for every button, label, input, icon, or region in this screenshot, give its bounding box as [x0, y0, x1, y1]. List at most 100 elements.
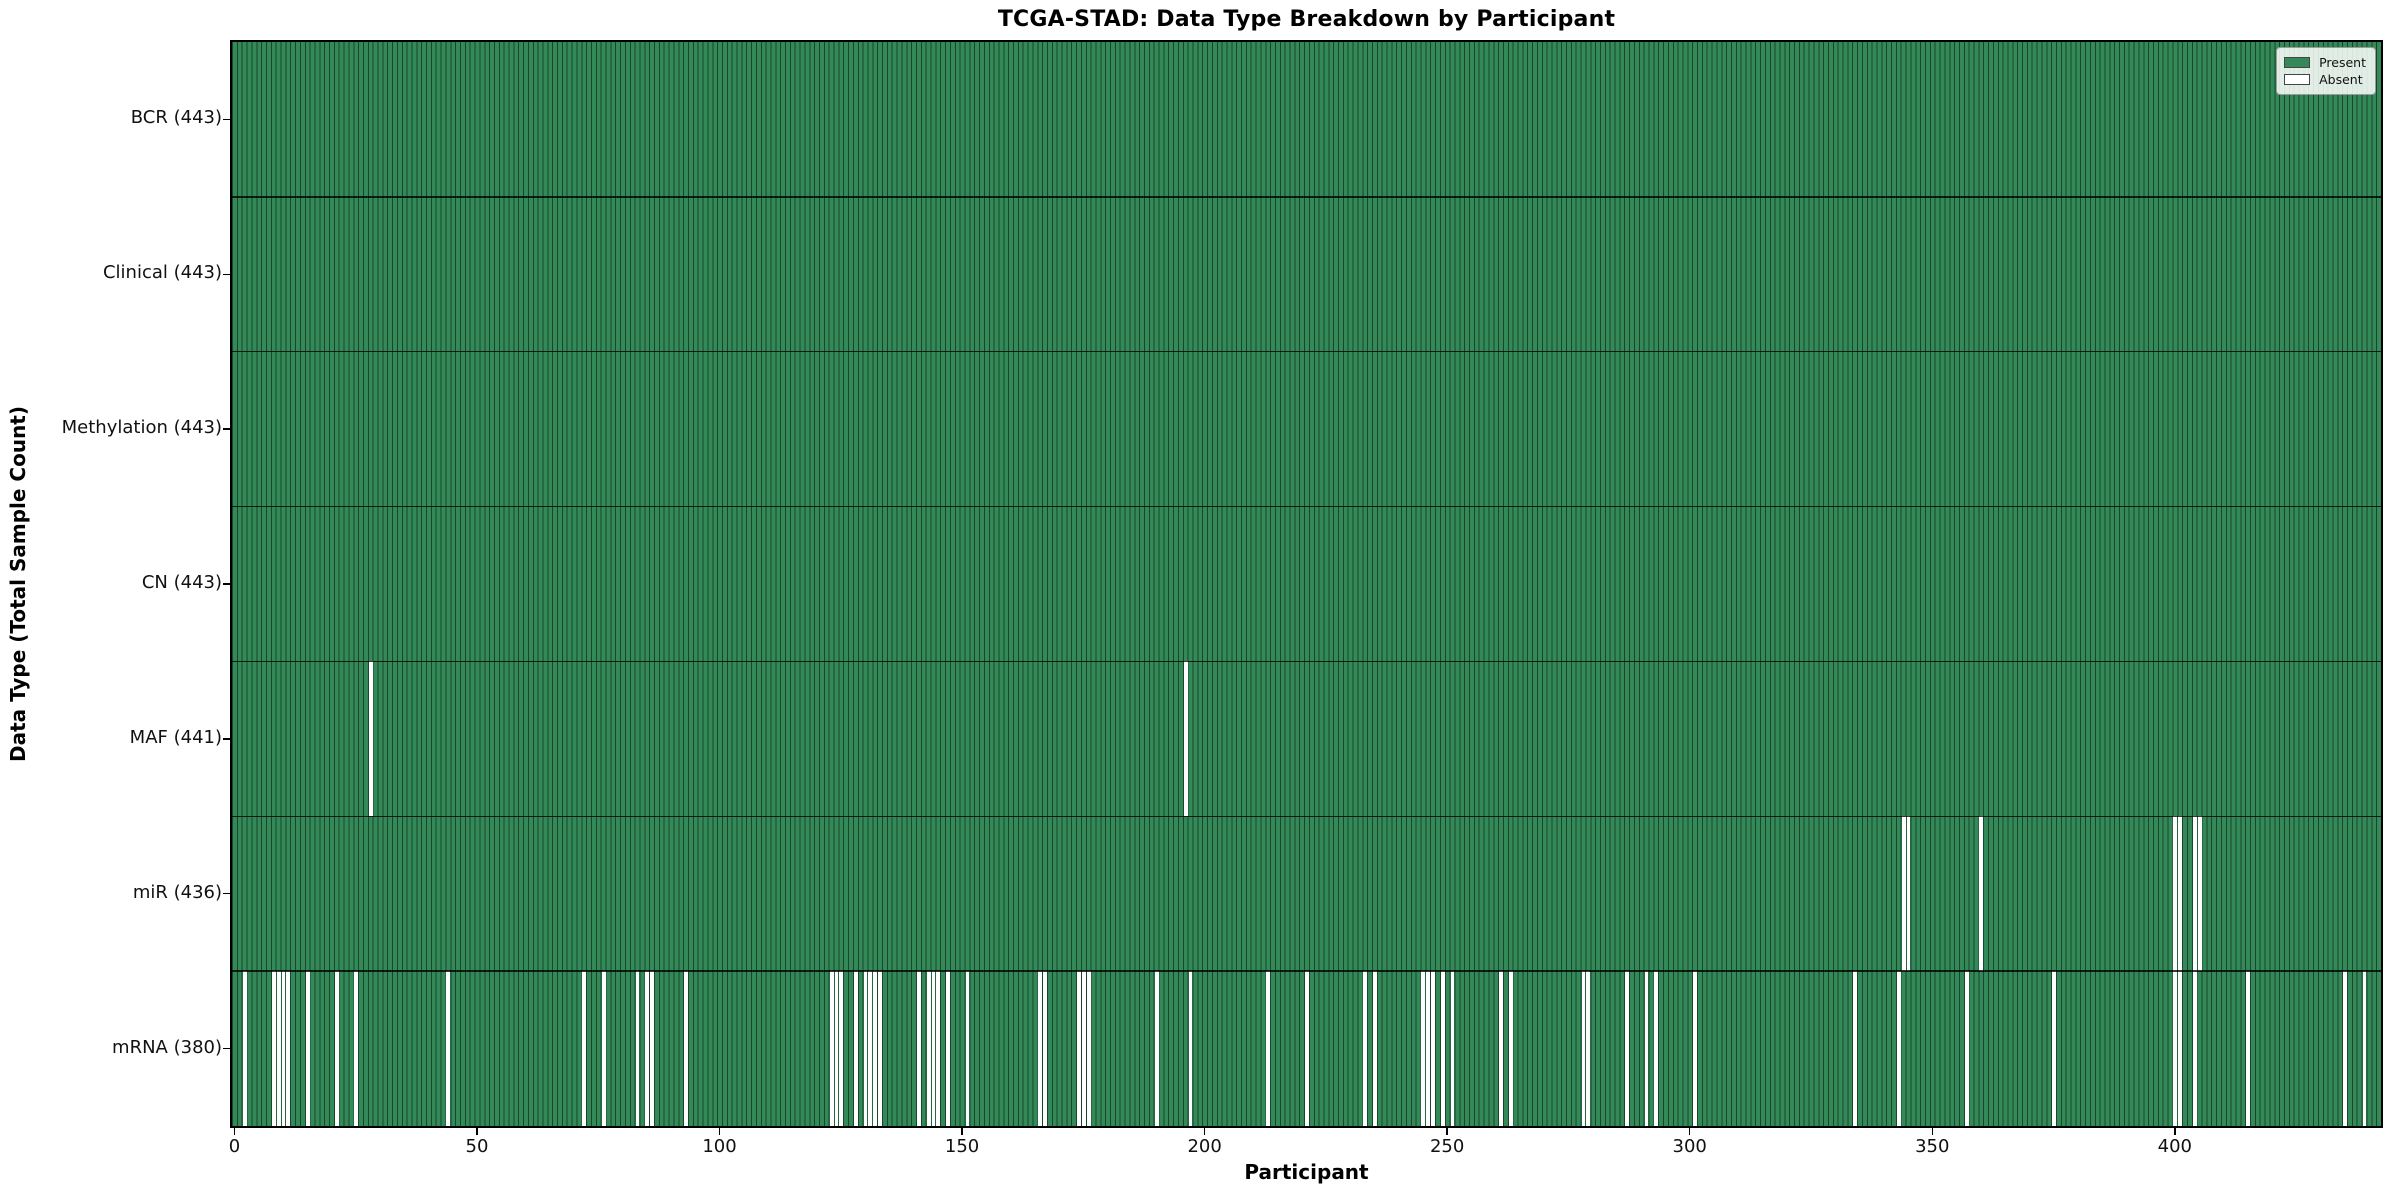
absent-bar-mRNA-235	[1372, 971, 1377, 1126]
absent-bar-mRNA-249	[1440, 971, 1445, 1126]
absent-bar-mRNA-130	[863, 971, 868, 1126]
absent-bar-mRNA-44	[446, 971, 451, 1126]
x-tick-label: 200	[1187, 1136, 1222, 1157]
absent-bar-mRNA-400	[2173, 971, 2178, 1126]
absent-bar-mRNA-279	[1586, 971, 1591, 1126]
y-tick-mark	[223, 428, 230, 430]
absent-bar-mRNA-287	[1625, 971, 1630, 1126]
y-tick-label-CN: CN (443)	[141, 572, 222, 593]
absent-bar-mRNA-2	[242, 971, 247, 1126]
absent-bar-miR-400	[2173, 816, 2178, 972]
absent-bar-mRNA-123	[829, 971, 834, 1126]
x-tick-mark	[1446, 1128, 1448, 1135]
y-tick-label-miR: miR (436)	[132, 881, 222, 903]
absent-bar-miR-345	[1906, 816, 1911, 972]
x-tick-mark	[1931, 1128, 1934, 1135]
absent-bar-miR-401	[2178, 816, 2183, 972]
absent-bar-mRNA-141	[916, 971, 921, 1126]
legend-label: Present	[2319, 55, 2366, 70]
absent-bar-mRNA-76	[601, 971, 606, 1126]
absent-bar-mRNA-8	[271, 971, 276, 1126]
x-tick-label: 150	[944, 1136, 980, 1157]
row-divider	[232, 970, 2381, 972]
row-divider	[232, 815, 2381, 818]
y-tick-label-Methylation: Methylation (443)	[61, 417, 222, 439]
x-tick-label: 300	[1672, 1136, 1707, 1157]
y-tick-label-Clinical: Clinical (443)	[102, 262, 222, 284]
chart-title: TCGA-STAD: Data Type Breakdown by Partic…	[997, 7, 1616, 32]
legend-item-absent: Absent	[2284, 72, 2366, 87]
absent-bar-mRNA-83	[635, 971, 640, 1126]
heatmap-rows	[232, 42, 2381, 1126]
absent-bar-mRNA-72	[582, 971, 587, 1126]
row-CN	[232, 506, 2381, 662]
legend: Present Absent	[2276, 47, 2376, 95]
y-tick-mark	[223, 892, 230, 895]
absent-bar-mRNA-213	[1266, 971, 1271, 1126]
y-tick-mark	[223, 118, 230, 121]
absent-bar-mRNA-131	[868, 971, 873, 1126]
y-tick-mark	[223, 738, 230, 740]
absent-bar-mRNA-404	[2192, 971, 2197, 1126]
absent-bar-mRNA-263	[1508, 971, 1513, 1126]
absent-bar-mRNA-301	[1693, 971, 1697, 1126]
absent-bar-mRNA-21	[334, 971, 339, 1126]
absent-bar-mRNA-278	[1581, 971, 1586, 1126]
absent-bar-mRNA-93	[684, 971, 688, 1126]
absent-bar-mRNA-439	[2362, 971, 2367, 1126]
row-mRNA	[232, 971, 2381, 1126]
absent-bar-mRNA-343	[1896, 971, 1901, 1126]
absent-bar-mRNA-415	[2246, 971, 2250, 1126]
absent-bar-mRNA-147	[946, 971, 950, 1126]
y-tick-mark	[223, 1047, 230, 1050]
absent-bar-miR-405	[2197, 816, 2202, 972]
absent-bar-mRNA-124	[834, 971, 839, 1126]
absent-bar-mRNA-11	[286, 971, 291, 1126]
x-tick-mark	[718, 1128, 721, 1135]
x-tick-mark	[1203, 1128, 1206, 1135]
absent-bar-mRNA-233	[1363, 971, 1368, 1126]
legend-item-present: Present	[2284, 55, 2366, 70]
row-Methylation	[232, 351, 2381, 507]
absent-bar-mRNA-190	[1154, 971, 1159, 1126]
y-tick-label-BCR: BCR (443)	[130, 107, 222, 129]
absent-bar-mRNA-128	[853, 971, 858, 1126]
absent-bar-MAF-28	[368, 661, 373, 817]
absent-bar-mRNA-197	[1188, 971, 1193, 1126]
absent-bar-mRNA-144	[931, 971, 936, 1126]
absent-bar-mRNA-247	[1431, 971, 1436, 1126]
y-tick-label-mRNA: mRNA (380)	[112, 1036, 222, 1058]
row-divider	[232, 505, 2381, 508]
absent-bar-mRNA-291	[1644, 971, 1649, 1126]
x-axis-label: Participant	[1244, 1160, 1369, 1184]
legend-swatch-present	[2284, 57, 2311, 68]
x-tick-mark	[1688, 1128, 1691, 1135]
x-tick-mark	[476, 1128, 478, 1135]
x-tick-label: 250	[1429, 1136, 1465, 1157]
absent-bar-mRNA-9	[276, 971, 281, 1126]
absent-bar-mRNA-357	[1964, 971, 1969, 1126]
absent-bar-mRNA-143	[926, 971, 931, 1126]
absent-bar-mRNA-175	[1081, 971, 1086, 1126]
x-tick-label: 0	[228, 1136, 241, 1157]
absent-bar-miR-404	[2192, 816, 2197, 972]
y-tick-mark	[223, 273, 230, 276]
legend-swatch-absent	[2284, 74, 2311, 85]
absent-bar-mRNA-125	[839, 971, 844, 1126]
absent-bar-mRNA-246	[1426, 971, 1431, 1126]
absent-bar-mRNA-334	[1853, 971, 1858, 1126]
absent-bar-mRNA-401	[2178, 971, 2183, 1126]
row-Clinical	[232, 196, 2381, 352]
absent-bar-miR-344	[1901, 816, 1906, 972]
absent-bar-mRNA-435	[2343, 971, 2348, 1126]
absent-bar-mRNA-10	[281, 971, 286, 1126]
absent-bar-mRNA-151	[965, 971, 970, 1126]
absent-bar-mRNA-293	[1654, 971, 1659, 1126]
absent-bar-mRNA-15	[305, 971, 310, 1126]
x-tick-label: 100	[702, 1136, 737, 1157]
absent-bar-mRNA-145	[936, 971, 941, 1126]
x-tick-label: 400	[2157, 1136, 2192, 1157]
x-tick-label: 350	[1915, 1136, 1950, 1157]
x-tick-mark	[961, 1128, 963, 1135]
